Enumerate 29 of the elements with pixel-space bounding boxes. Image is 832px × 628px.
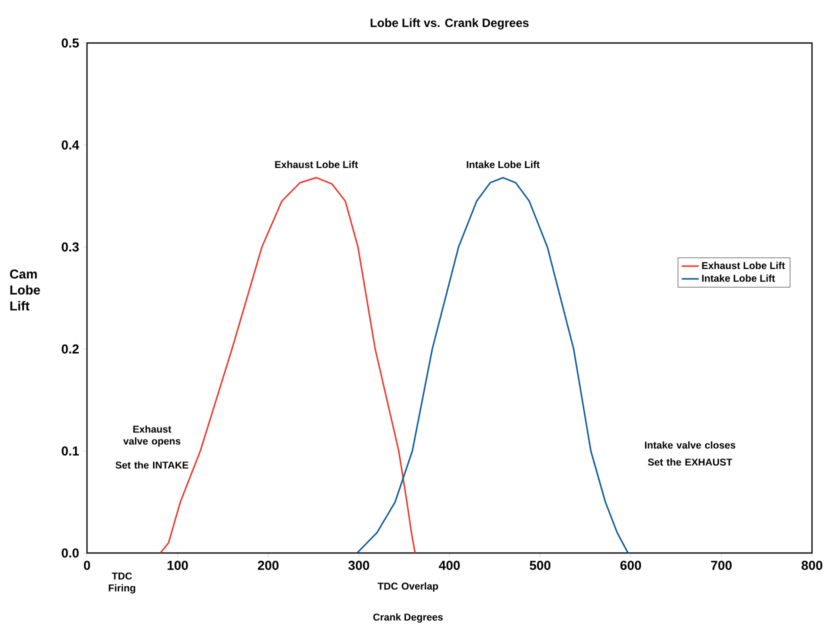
legend-label: Intake Lobe Lift xyxy=(702,274,775,282)
text: TDC Firing xyxy=(108,572,136,594)
legend-label: Exhaust Lobe Lift xyxy=(702,262,785,270)
y-axis-title: Cam Lobe Lift xyxy=(10,269,40,311)
annotation: Intake Lobe Lift xyxy=(466,160,540,168)
x-axis-title: Crank Degrees xyxy=(373,613,443,623)
x-tick-label: 500 xyxy=(530,560,550,570)
y-tick-label: 0.3 xyxy=(62,242,79,252)
annotation: Intake valve closes xyxy=(644,441,736,449)
x-tick-label: 700 xyxy=(711,560,732,570)
annotation: Set the INTAKE xyxy=(116,461,188,469)
x-tick-label: 0 xyxy=(84,560,90,570)
x-tick-label: 200 xyxy=(258,560,279,570)
annotation: Exhaust Lobe Lift xyxy=(275,160,358,168)
y-tick-label: 0.5 xyxy=(62,38,79,48)
annotation: Exhaust valve opens xyxy=(123,425,180,447)
x-tick-label: 600 xyxy=(620,560,642,570)
x-tick-label: 300 xyxy=(348,560,370,570)
x-tick-label: 100 xyxy=(168,560,188,570)
y-tick-label: 0.2 xyxy=(62,344,79,354)
line-series xyxy=(356,176,629,553)
chart-title: Lobe Lift vs. Crank Degrees xyxy=(370,18,529,30)
x-tick-label: 800 xyxy=(802,560,822,570)
x-tick-label: 400 xyxy=(438,560,460,570)
y-tick-label: 0.1 xyxy=(62,446,79,456)
y-tick-label: 0.4 xyxy=(62,140,80,150)
y-tick-label: 0.0 xyxy=(62,548,79,558)
annotation: Set the EXHAUST xyxy=(648,458,732,466)
text: TDC Overlap xyxy=(378,582,438,592)
